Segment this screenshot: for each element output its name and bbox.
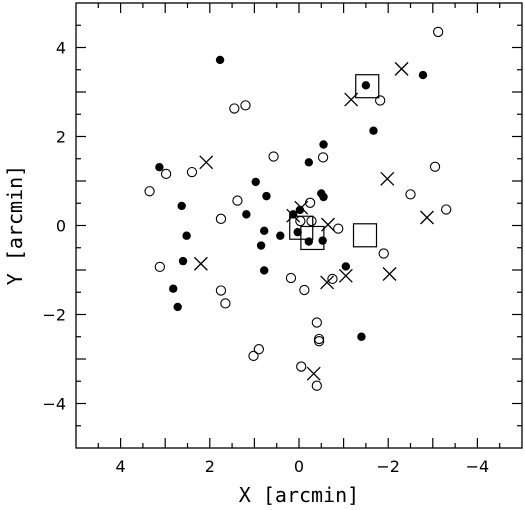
open-circle-point [232, 195, 243, 206]
cross-point [294, 200, 309, 215]
open-circle-point [296, 361, 307, 372]
x-axis-label: X [arcmin] [239, 483, 359, 507]
data-points [144, 26, 452, 391]
open-circle-point [378, 248, 389, 259]
cross-point [420, 210, 434, 225]
filled-circle-point [178, 256, 188, 266]
filled-circle-point [304, 237, 314, 246]
cross-point [394, 61, 409, 76]
open-circle-point [375, 95, 386, 106]
open-circle-point [299, 284, 310, 296]
filled-circle-point [304, 158, 314, 167]
filled-circle-point [262, 191, 271, 201]
filled-circle-point [256, 241, 266, 250]
axis-ticks [76, 3, 522, 448]
cross-point [338, 268, 353, 283]
x-tick-label: 4 [116, 457, 126, 476]
open-circle-point [405, 189, 416, 200]
open-square-point [300, 225, 325, 251]
filled-circle-point [418, 70, 428, 80]
filled-circle-point [182, 231, 191, 240]
y-tick-label: −2 [42, 306, 66, 325]
y-tick-labels: −4 −2 0 2 4 [42, 39, 66, 414]
filled-circle-point [251, 177, 260, 187]
open-circle-point [144, 186, 155, 197]
open-square-point [355, 74, 380, 99]
open-circle-point [311, 380, 322, 391]
x-tick-label: 0 [294, 457, 304, 476]
filled-circle-point [369, 126, 378, 135]
open-circle-point [313, 333, 325, 345]
open-circle-point [215, 213, 227, 224]
y-tick-label: −4 [42, 395, 66, 414]
filled-circle-point [293, 227, 302, 237]
open-circle-point [154, 261, 165, 273]
x-tick-label: −4 [466, 457, 490, 476]
open-circle-point [327, 273, 338, 285]
y-tick-label: 4 [56, 39, 66, 58]
filled-circle-point [319, 192, 328, 202]
open-circle-point [311, 317, 322, 328]
x-tick-label: −2 [376, 457, 400, 476]
y-tick-label: 0 [56, 217, 66, 236]
open-circle-point [441, 204, 452, 215]
open-circle-point [317, 152, 329, 163]
open-circle-point [186, 166, 198, 178]
filled-circle-point [341, 262, 351, 271]
filled-circle-point [173, 302, 182, 312]
open-circle-point [160, 168, 172, 180]
y-axis-label: Y [arcmin] [3, 165, 27, 285]
filled-circle-point [242, 210, 251, 219]
filled-circle-point [215, 55, 225, 65]
filled-circle-point [155, 163, 164, 172]
filled-circle-point [318, 236, 327, 245]
open-circle-point [215, 285, 227, 296]
open-circle-point [268, 151, 279, 162]
x-tick-label: 2 [205, 457, 215, 476]
open-circle-point [285, 272, 297, 284]
open-circle-point [240, 100, 251, 111]
open-circle-point [333, 223, 344, 234]
cross-point [382, 267, 397, 281]
open-circle-point [433, 26, 444, 38]
open-circle-point [306, 215, 317, 227]
cross-point [380, 171, 395, 186]
filled-circle-point [319, 140, 328, 149]
filled-circle-point [169, 284, 178, 293]
cross-point [320, 275, 335, 290]
filled-circle-point [260, 266, 269, 275]
x-tick-labels: 4 2 0 −2 −4 [116, 457, 490, 476]
open-circle-point [248, 350, 259, 362]
open-circle-point [429, 161, 441, 172]
filled-circle-point [357, 332, 366, 341]
filled-circle-point [361, 81, 371, 90]
open-circle-point [253, 344, 265, 355]
open-circle-point [295, 215, 306, 227]
open-square-point [352, 223, 378, 248]
open-circle-point [229, 103, 240, 114]
cross-point [306, 366, 321, 381]
y-tick-label: 2 [56, 128, 66, 147]
cross-point [193, 256, 208, 271]
cross-point [199, 155, 214, 170]
open-circle-point [313, 336, 325, 347]
open-circle-point [220, 298, 231, 309]
filled-circle-point [276, 231, 285, 240]
filled-circle-point [177, 201, 186, 211]
filled-circle-point [260, 226, 269, 236]
